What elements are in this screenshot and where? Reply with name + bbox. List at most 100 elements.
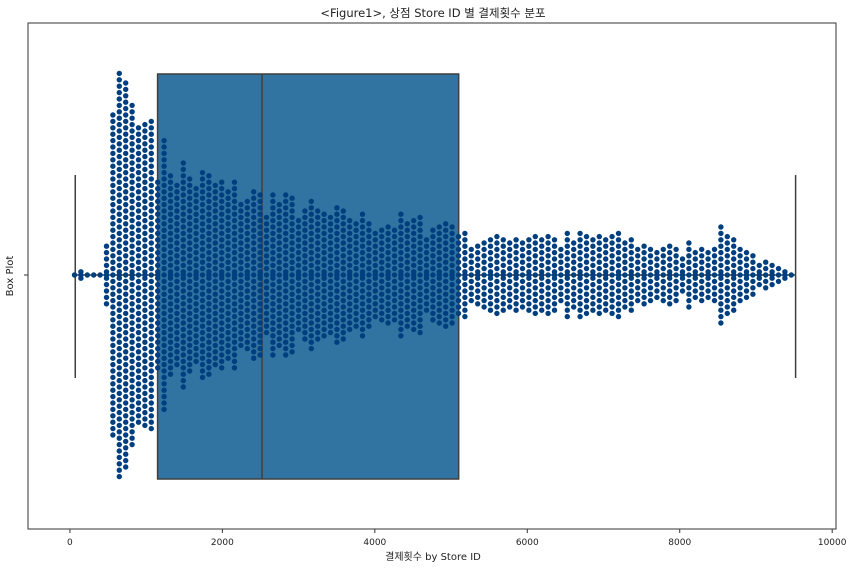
swarm-point	[686, 304, 692, 310]
swarm-point	[494, 259, 500, 265]
swarm-point	[199, 304, 206, 310]
swarm-point	[129, 435, 135, 441]
swarm-point	[283, 192, 289, 198]
swarm-point	[187, 221, 193, 227]
swarm-point	[231, 339, 238, 345]
swarm-point	[398, 269, 404, 275]
swarm-point	[283, 275, 289, 281]
swarm-point	[283, 313, 289, 320]
swarm-point	[180, 281, 186, 288]
swarm-point	[308, 288, 314, 294]
swarm-point	[583, 297, 590, 304]
swarm-point	[551, 256, 558, 262]
swarm-point	[750, 278, 756, 285]
swarm-point	[500, 281, 506, 288]
swarm-point	[174, 349, 180, 355]
swarm-point	[193, 237, 199, 243]
swarm-point	[155, 307, 161, 313]
swarm-point	[571, 272, 577, 278]
swarm-point	[231, 198, 238, 205]
swarm-point	[347, 237, 353, 243]
swarm-point	[539, 256, 545, 262]
swarm-point	[167, 269, 174, 275]
swarm-point	[577, 262, 583, 269]
swarm-point	[603, 307, 609, 313]
swarm-point	[174, 182, 180, 189]
swarm-point	[199, 189, 206, 195]
swarm-point	[148, 272, 154, 278]
swarm-point	[513, 288, 519, 294]
swarm-point	[155, 205, 161, 211]
swarm-point	[647, 259, 654, 265]
swarm-point	[372, 281, 378, 288]
swarm-point	[635, 291, 641, 297]
swarm-point	[161, 368, 167, 374]
swarm-point	[219, 205, 225, 211]
swarm-point	[155, 358, 161, 365]
swarm-point	[206, 262, 212, 269]
swarm-point	[270, 326, 276, 333]
swarm-point	[116, 301, 123, 307]
swarm-point	[302, 329, 308, 336]
swarm-point	[673, 278, 679, 285]
swarm-point	[129, 320, 135, 326]
swarm-point	[174, 246, 180, 253]
swarm-point	[161, 349, 167, 355]
swarm-point	[225, 304, 231, 310]
swarm-point	[622, 297, 628, 304]
swarm-point	[577, 281, 583, 288]
swarm-point	[116, 185, 123, 192]
swarm-point	[507, 304, 513, 310]
swarm-point	[327, 272, 334, 278]
swarm-point	[372, 243, 378, 249]
swarm-point	[462, 301, 468, 307]
swarm-point	[180, 269, 186, 275]
swarm-point	[526, 288, 532, 294]
swarm-point	[180, 326, 186, 333]
swarm-point	[161, 329, 167, 336]
swarm-point	[635, 253, 641, 259]
swarm-point	[315, 285, 321, 291]
swarm-point	[686, 291, 692, 297]
swarm-point	[276, 291, 282, 297]
swarm-point	[161, 342, 167, 349]
swarm-point	[142, 269, 148, 275]
swarm-point	[206, 339, 212, 345]
swarm-point	[199, 285, 206, 291]
swarm-point	[123, 240, 129, 246]
swarm-point	[161, 310, 167, 317]
swarm-point	[398, 224, 404, 230]
swarm-point	[353, 253, 359, 259]
swarm-point	[167, 345, 174, 352]
swarm-point	[78, 269, 84, 275]
swarm-point	[110, 157, 116, 163]
swarm-point	[391, 291, 398, 297]
swarm-point	[731, 294, 737, 301]
swarm-point	[308, 217, 314, 224]
swarm-point	[116, 262, 123, 269]
swarm-point	[257, 301, 263, 307]
swarm-point	[763, 272, 769, 278]
swarm-point	[123, 233, 129, 240]
swarm-point	[193, 230, 199, 237]
swarm-point	[718, 307, 724, 313]
swarm-point	[321, 294, 327, 301]
swarm-point	[78, 275, 84, 281]
swarm-point	[251, 227, 257, 233]
swarm-point	[123, 285, 129, 291]
swarm-point	[257, 294, 263, 301]
swarm-point	[398, 294, 404, 301]
swarm-point	[116, 422, 123, 429]
swarm-point	[174, 310, 180, 317]
swarm-point	[417, 233, 423, 240]
swarm-point	[455, 310, 462, 317]
swarm-point	[590, 281, 596, 288]
swarm-point	[225, 310, 231, 317]
swarm-point	[167, 192, 174, 198]
swarm-point	[724, 233, 730, 240]
swarm-point	[276, 221, 282, 227]
swarm-point	[564, 249, 570, 256]
swarm-point	[455, 253, 462, 259]
swarm-point	[532, 233, 538, 240]
swarm-point	[596, 285, 602, 291]
